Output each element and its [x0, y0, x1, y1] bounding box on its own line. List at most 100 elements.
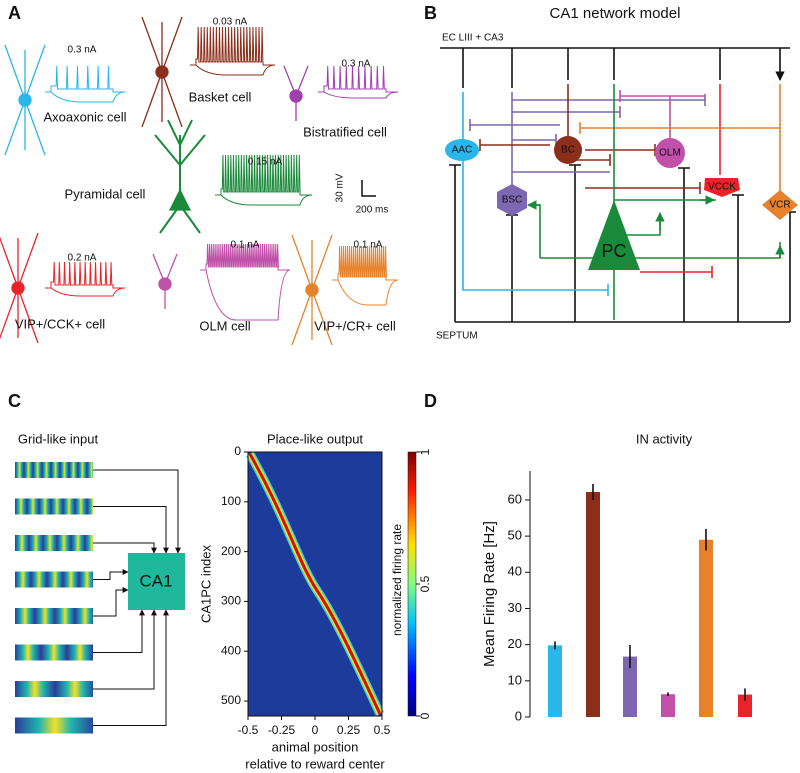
x-axis-label: animal position	[272, 739, 359, 754]
y-tick-label: 500	[221, 693, 241, 707]
input-arrow	[93, 609, 145, 653]
voltage-trace	[200, 269, 291, 321]
bar	[623, 656, 637, 717]
x-tick-label: -0.5	[238, 723, 259, 737]
cell-name: Pyramidal cell	[65, 186, 146, 201]
input-arrow	[93, 506, 169, 554]
current-label: 0.1 nA	[231, 240, 260, 251]
neuron-soma	[11, 281, 25, 295]
node-label: VCCK	[708, 182, 736, 193]
colorbar	[407, 451, 417, 717]
grid-input	[15, 717, 93, 734]
neuron	[283, 65, 309, 121]
grid-input	[15, 498, 93, 515]
panel-letter: B	[424, 3, 437, 23]
input-arrow	[93, 587, 129, 617]
voltage-trace	[332, 245, 398, 281]
x-tick-label: 0.25	[337, 723, 361, 737]
output-title: Place-like output	[267, 431, 363, 446]
y-tick-label: 0	[515, 708, 522, 723]
voltage-trace	[318, 91, 399, 99]
ca1-label: CA1	[139, 571, 172, 590]
neuron-soma	[155, 65, 169, 79]
input-arrow	[93, 542, 157, 554]
y-tick-label: 300	[221, 594, 241, 608]
voltage-trace	[332, 279, 399, 306]
current-label: 0.3 nA	[342, 59, 371, 70]
node-label: VCR	[769, 200, 790, 211]
y-tick-label: 30	[508, 600, 522, 615]
neuron-soma	[289, 89, 303, 103]
colorbar-tick-label: 0	[418, 712, 432, 719]
voltage-trace	[215, 194, 313, 206]
voltage-trace	[45, 261, 125, 289]
input-title: Grid-like input	[18, 431, 99, 446]
node-label: BSC	[502, 195, 523, 206]
scale-time: 200 ms	[356, 205, 389, 216]
colorbar-tick-label: 1	[418, 448, 432, 455]
chart-title: IN activity	[636, 431, 693, 446]
bar	[661, 694, 675, 717]
neuron	[4, 44, 46, 156]
grid-input	[15, 535, 93, 551]
neuron	[154, 119, 206, 234]
node-label: PC	[601, 241, 626, 261]
grid-input	[15, 571, 93, 588]
cell-name: Axoaxonic cell	[43, 109, 126, 124]
input-arrow	[93, 609, 169, 726]
y-tick-label: 40	[508, 564, 522, 579]
voltage-trace	[190, 64, 276, 76]
y-axis-label: Mean Firing Rate [Hz]	[481, 521, 498, 667]
current-label: 0.1 nA	[354, 240, 383, 251]
panel-letter: C	[8, 391, 21, 411]
y-tick-label: 60	[508, 491, 522, 506]
ca1-box	[128, 553, 185, 610]
y-tick-label: 200	[221, 544, 241, 558]
neuron-soma	[158, 277, 172, 291]
panel-letter: A	[8, 3, 21, 23]
current-label: 0.15 nA	[248, 157, 283, 168]
input-arrow	[93, 569, 129, 580]
grid-input	[15, 462, 93, 478]
voltage-trace	[190, 26, 275, 66]
grid-input	[15, 681, 93, 697]
neuron-soma	[18, 93, 32, 107]
x-axis-label: relative to reward center	[245, 756, 385, 771]
y-tick-label: 50	[508, 528, 522, 543]
y-tick-label: 20	[508, 636, 522, 651]
network-diagram	[440, 47, 798, 323]
node-label: OLM	[659, 148, 681, 159]
y-axis-label: CA1PC index	[198, 544, 213, 623]
x-tick-label: 0	[312, 723, 319, 737]
bar	[738, 694, 752, 717]
grid-input	[15, 608, 93, 624]
neuron	[0, 232, 39, 344]
neuron-dendrites	[154, 119, 206, 234]
cell-name: VIP+/CCK+ cell	[15, 316, 105, 331]
voltage-trace	[45, 65, 125, 93]
cell-name: Bistratified cell	[303, 124, 387, 139]
y-tick-label: 400	[221, 643, 241, 657]
panel-letter: D	[424, 391, 437, 411]
neuron	[291, 234, 333, 346]
scale-voltage: 30 mV	[335, 173, 346, 202]
septum-label: SEPTUM	[436, 331, 478, 342]
diagram-title: CA1 network model	[550, 5, 681, 22]
voltage-trace	[45, 91, 126, 103]
y-tick-label: 10	[508, 672, 522, 687]
bar	[548, 645, 562, 717]
bar	[699, 539, 713, 717]
voltage-trace	[318, 65, 398, 93]
voltage-trace	[215, 154, 312, 196]
input-arrow	[93, 469, 181, 554]
input-arrow	[93, 609, 157, 690]
y-tick-label: 0	[234, 444, 241, 458]
neuron-soma	[305, 283, 319, 297]
cell-name: VIP+/CR+ cell	[314, 318, 396, 333]
node-label: BC	[561, 145, 575, 156]
current-label: 0.03 nA	[213, 17, 248, 28]
cell-name: OLM cell	[199, 318, 250, 333]
y-tick-label: 100	[221, 494, 241, 508]
cell-name: Basket cell	[189, 89, 252, 104]
